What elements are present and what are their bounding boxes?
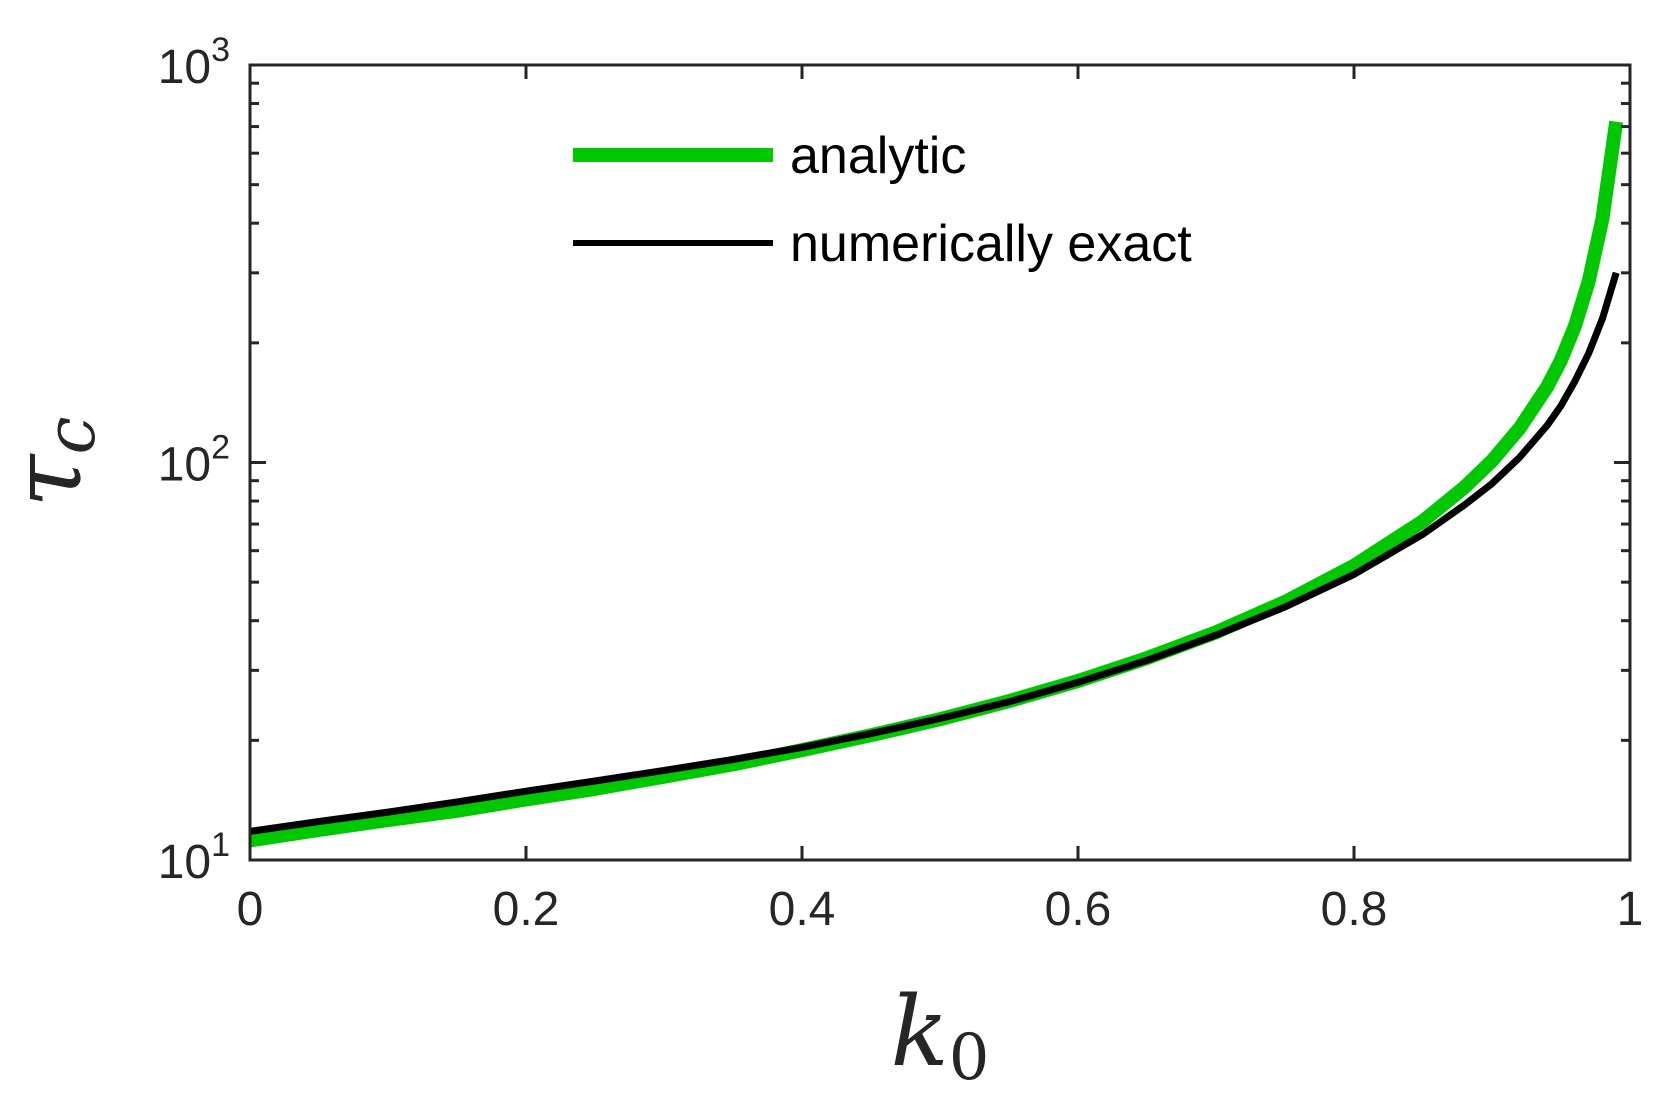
y-tick-label-exponent: 3 [211,31,230,69]
x-tick-label: 0.4 [769,883,836,936]
x-axis-label: k0 [891,976,990,1095]
y-tick-label-exponent: 1 [211,826,230,864]
y-tick-label: 103 [158,31,230,94]
y-axis-label-subscript: c [32,416,111,454]
y-tick-label: 102 [158,429,230,492]
series-line-numerically-exact [249,271,1620,835]
y-tick-label-base: 10 [158,41,211,94]
y-axis-label-main: τ [0,453,103,508]
plot-frame [248,63,1632,862]
x-tick-label: 0.8 [1321,883,1388,936]
y-tick-label-base: 10 [158,836,211,889]
legend-label-numerically-exact: numerically exact [790,215,1192,273]
y-tick-label-base: 10 [158,439,211,492]
x-axis-label-main: k [891,976,949,1088]
legend-label-analytic: analytic [790,127,966,185]
x-tick-labels: 0 0.2 0.4 0.6 0.8 1 [237,883,1644,936]
x-tick-label: 0.6 [1045,883,1112,936]
x-tick-label: 1 [1617,883,1644,936]
x-tick-label: 0 [237,883,264,936]
series-layer [248,120,1624,848]
y-tick-label-exponent: 2 [211,429,230,467]
y-axis-label-group: τc [0,416,111,507]
x-tick-label: 0.2 [493,883,560,936]
x-axis-label-subscript: 0 [949,1021,990,1095]
legend: analytic numerically exact [573,127,1192,273]
y-axis-label: τc [0,416,111,507]
y-tick-label: 101 [158,826,230,889]
